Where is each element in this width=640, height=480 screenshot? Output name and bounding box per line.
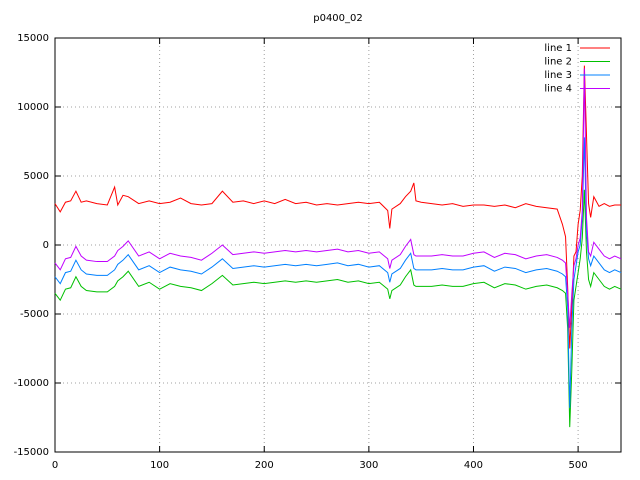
y-tick-label: -5000	[20, 309, 49, 320]
legend-label: line 1	[544, 43, 572, 54]
chart-title: p0400_02	[313, 13, 363, 24]
plot-border	[54, 37, 622, 453]
y-tick-label: 15000	[17, 33, 49, 44]
x-tick-label: 400	[464, 460, 483, 471]
x-tick-label: 100	[150, 460, 169, 471]
y-tick-label: -15000	[14, 447, 49, 458]
data-line	[54, 68, 622, 328]
data-line	[54, 189, 622, 428]
x-tick-label: 200	[255, 460, 274, 471]
x-tick-label: 300	[359, 460, 378, 471]
y-tick-label: -10000	[14, 378, 49, 389]
legend-label: line 3	[544, 70, 572, 81]
y-tick-label: 5000	[24, 171, 49, 182]
data-line	[54, 65, 621, 349]
y-tick-label: 10000	[17, 102, 49, 113]
x-tick-label: 500	[569, 460, 588, 471]
x-tick-label: 0	[52, 460, 58, 471]
legend-label: line 4	[544, 84, 572, 95]
data-line	[54, 137, 622, 408]
y-tick-label: 0	[43, 240, 49, 251]
legend-label: line 2	[544, 57, 572, 68]
